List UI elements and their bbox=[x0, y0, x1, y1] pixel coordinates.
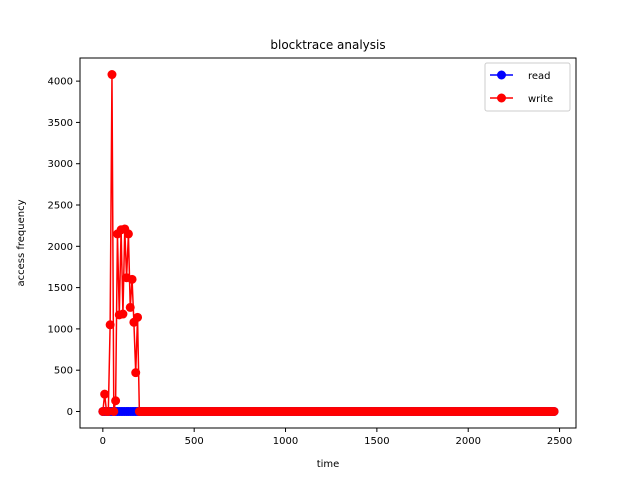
y-tick-label: 1000 bbox=[48, 324, 73, 335]
legend: read write bbox=[484, 62, 571, 112]
data-point-write bbox=[118, 309, 128, 319]
plot-series bbox=[98, 70, 559, 416]
x-tick-label: 2000 bbox=[455, 436, 480, 447]
legend-read-marker bbox=[497, 70, 506, 80]
axes-frame bbox=[79, 57, 577, 429]
data-point-write bbox=[107, 70, 117, 80]
series-write bbox=[98, 70, 559, 416]
data-point-write bbox=[549, 406, 559, 416]
data-point-write bbox=[123, 229, 133, 239]
data-point-write bbox=[125, 302, 135, 312]
x-tick-label: 1500 bbox=[364, 436, 389, 447]
data-point-write bbox=[127, 274, 137, 284]
legend-read-label: read bbox=[528, 71, 551, 82]
data-point-write bbox=[100, 389, 110, 399]
y-axis-label: access frequency bbox=[16, 199, 27, 286]
data-point-write bbox=[111, 396, 121, 406]
y-tick-label: 2500 bbox=[48, 201, 73, 212]
x-tick-label: 1000 bbox=[273, 436, 298, 447]
legend-write-label: write bbox=[528, 94, 553, 105]
x-tick-label: 0 bbox=[100, 436, 106, 447]
data-point-write bbox=[109, 406, 119, 416]
chart-title: blocktrace analysis bbox=[270, 38, 385, 52]
x-axis-ticks: 0 500 1000 1500 2000 2500 bbox=[100, 428, 572, 447]
data-point-write bbox=[105, 320, 115, 330]
x-tick-label: 500 bbox=[185, 436, 204, 447]
data-point-write bbox=[131, 368, 141, 378]
y-tick-label: 3000 bbox=[48, 159, 73, 170]
x-tick-label: 2500 bbox=[547, 436, 572, 447]
legend-write-marker bbox=[497, 93, 506, 103]
y-tick-label: 500 bbox=[54, 366, 73, 377]
y-axis-ticks: 0 500 1000 1500 2000 2500 3000 3500 4000 bbox=[48, 77, 80, 418]
x-axis-label: time bbox=[317, 459, 340, 470]
data-point-write bbox=[133, 312, 143, 322]
y-tick-label: 3500 bbox=[48, 118, 73, 129]
y-tick-label: 4000 bbox=[48, 77, 73, 88]
y-tick-label: 2000 bbox=[48, 242, 73, 253]
y-tick-label: 0 bbox=[67, 407, 73, 418]
y-tick-label: 1500 bbox=[48, 283, 73, 294]
